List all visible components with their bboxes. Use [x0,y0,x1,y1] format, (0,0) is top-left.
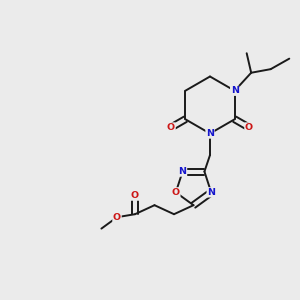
Text: N: N [178,167,187,176]
Text: N: N [231,86,239,95]
Text: N: N [207,188,215,197]
Text: O: O [113,213,121,222]
Text: O: O [167,123,175,132]
Text: O: O [172,188,180,197]
Text: O: O [245,123,253,132]
Text: N: N [206,129,214,138]
Text: O: O [131,191,139,200]
